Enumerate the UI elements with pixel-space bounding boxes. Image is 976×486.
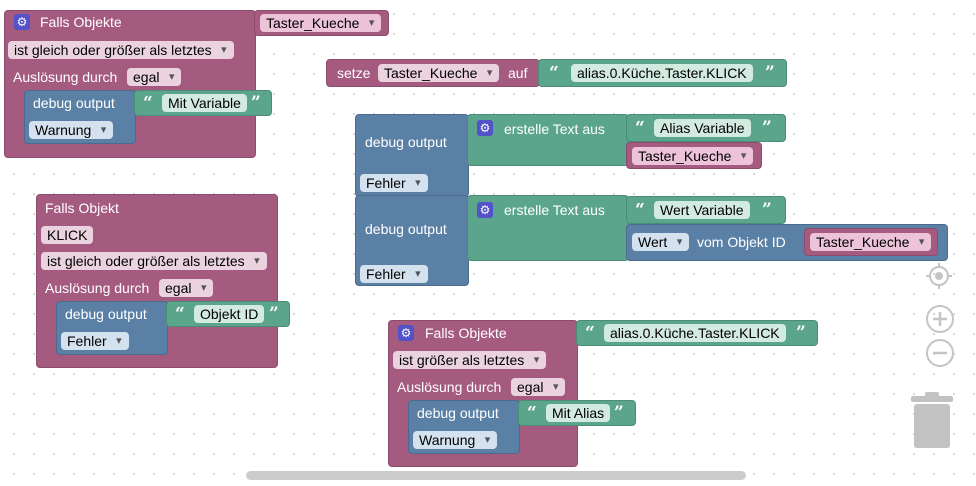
set-variable-block[interactable]: setze Taster_Kueche auf [326, 59, 540, 87]
debug-output-label: debug output [417, 405, 499, 421]
text-field[interactable]: Mit Variable [162, 94, 247, 112]
ausloesung-label: Auslösung durch [45, 280, 150, 296]
text-field[interactable]: Alias Variable [654, 119, 751, 137]
quote-open: “ [527, 403, 537, 423]
condition-dropdown[interactable]: ist gleich oder größer als letztes [8, 41, 234, 59]
log-level-dropdown[interactable]: Warnung [29, 121, 114, 139]
erstelle-text-label: erstelle Text aus [504, 202, 605, 218]
text-field[interactable]: Mit Alias [546, 404, 611, 422]
debug-block-3[interactable]: debug output Fehler [355, 114, 469, 197]
quote-close: ” [765, 63, 775, 83]
quote-close: ” [762, 118, 772, 138]
log-level-dropdown[interactable]: Warnung [413, 431, 498, 449]
gear-icon[interactable]: ⚙ [14, 14, 30, 30]
debug-block-4[interactable]: debug output Fehler [355, 195, 469, 286]
zoom-out-icon[interactable] [925, 338, 955, 368]
variable-block-2[interactable]: Taster_Kueche [804, 228, 938, 256]
falls-objekte-label: Falls Objekte [40, 14, 122, 30]
condition-dropdown[interactable]: ist gleich oder größer als letztes [41, 252, 267, 270]
text-block-wert[interactable]: “ Wert Variable ” [626, 196, 786, 224]
variable-dropdown[interactable]: Taster_Kueche [378, 64, 500, 82]
setze-label: setze [337, 65, 371, 81]
quote-close: ” [614, 403, 624, 423]
falls-objekte-label: Falls Objekte [425, 325, 507, 341]
text-block-1[interactable]: “ Mit Variable ” [134, 90, 272, 116]
condition-dropdown[interactable]: ist größer als letztes [393, 351, 547, 369]
log-level-dropdown[interactable]: Fehler [61, 332, 129, 350]
horizontal-scrollbar[interactable] [246, 471, 746, 480]
debug-block-5[interactable]: debug output Warnung [408, 400, 520, 454]
ausloesung-label: Auslösung durch [397, 379, 502, 395]
quote-open: “ [143, 93, 153, 113]
object-name-field[interactable]: KLICK [41, 226, 94, 244]
gear-icon[interactable]: ⚙ [398, 325, 414, 341]
debug-output-label: debug output [365, 134, 447, 150]
debug-block-2[interactable]: debug output Fehler [56, 301, 168, 355]
quote-open: “ [635, 200, 645, 220]
wert-dropdown[interactable]: Wert [632, 233, 690, 251]
gear-icon[interactable]: ⚙ [477, 202, 493, 218]
gear-icon[interactable]: ⚙ [477, 120, 493, 136]
variable-dropdown[interactable]: Taster_Kueche [632, 147, 754, 165]
variable-dropdown[interactable]: Taster_Kueche [810, 233, 932, 251]
falls-objekt-label: Falls Objekt [45, 200, 119, 216]
quote-open: “ [549, 63, 559, 83]
create-text-block-1[interactable]: ⚙ erstelle Text aus [467, 114, 629, 166]
debug-output-label: debug output [365, 221, 447, 237]
crosshair-icon[interactable] [925, 262, 953, 290]
quote-close: ” [269, 304, 279, 324]
trigger-dropdown[interactable]: egal [159, 279, 214, 297]
set-value-text-block[interactable]: “ alias.0.Küche.Taster.KLICK ” [538, 59, 787, 87]
log-level-dropdown[interactable]: Fehler [360, 265, 428, 283]
quote-close: ” [251, 93, 261, 113]
quote-open: “ [585, 323, 595, 343]
zoom-in-icon[interactable] [925, 304, 955, 334]
text-block-alias[interactable]: “ Alias Variable ” [626, 114, 786, 142]
debug-block-1[interactable]: debug output Warnung [24, 90, 136, 144]
trigger-dropdown[interactable]: egal [511, 378, 566, 396]
auf-label: auf [508, 65, 528, 81]
debug-output-label: debug output [33, 95, 115, 111]
quote-close: ” [796, 323, 806, 343]
text-block-3[interactable]: “ Mit Alias ” [518, 400, 636, 426]
text-field[interactable]: alias.0.Küche.Taster.KLICK [571, 64, 753, 82]
trigger-dropdown[interactable]: egal [127, 68, 182, 86]
erstelle-text-label: erstelle Text aus [504, 121, 605, 137]
ausloesung-label: Auslösung durch [13, 69, 118, 85]
text-field[interactable]: alias.0.Küche.Taster.KLICK [604, 324, 786, 342]
vom-objekt-label: vom Objekt ID [697, 234, 786, 250]
text-field[interactable]: Wert Variable [654, 201, 750, 219]
trash-icon[interactable] [910, 392, 954, 450]
quote-open: “ [175, 304, 185, 324]
create-text-block-2[interactable]: ⚙ erstelle Text aus [467, 195, 629, 261]
variable-block-1[interactable]: Taster_Kueche [626, 142, 762, 169]
log-level-dropdown[interactable]: Fehler [360, 174, 428, 192]
object-input-block-1[interactable]: Taster_Kueche [254, 10, 389, 36]
debug-output-label: debug output [65, 306, 147, 322]
text-block-2[interactable]: “ Objekt ID ” [166, 301, 290, 327]
quote-close: ” [762, 200, 772, 220]
quote-open: “ [635, 118, 645, 138]
object-dropdown[interactable]: Taster_Kueche [260, 14, 382, 32]
text-field[interactable]: Objekt ID [194, 305, 265, 323]
object-text-block-3[interactable]: “ alias.0.Küche.Taster.KLICK ” [576, 320, 818, 346]
